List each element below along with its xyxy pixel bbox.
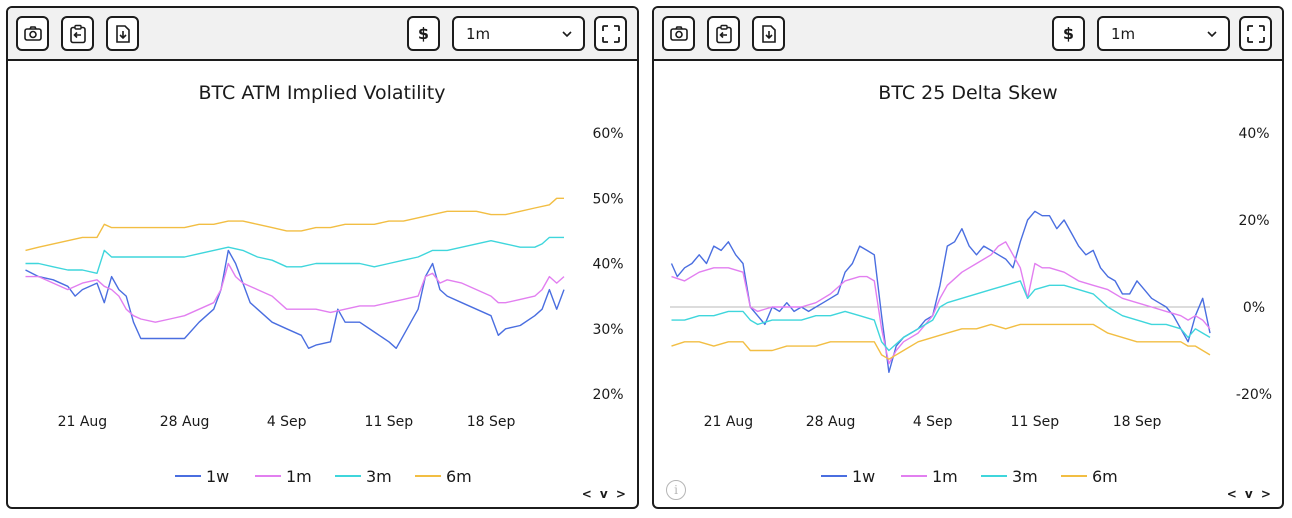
legend-label-3m: 3m <box>366 467 392 486</box>
x-tick-label: 28 Aug <box>806 414 856 430</box>
x-tick-label: 18 Sep <box>467 414 516 430</box>
camera-icon <box>23 25 42 41</box>
download-button[interactable] <box>106 16 139 51</box>
panel-toolbar: $ 1m <box>654 8 1282 61</box>
chart-title: BTC ATM Implied Volatility <box>199 82 446 104</box>
y-tick-label: 30% <box>592 322 623 338</box>
x-tick-label: 4 Sep <box>913 414 953 430</box>
legend-label-6m: 6m <box>1092 467 1118 486</box>
expand-icon <box>1246 24 1265 43</box>
series-line-3m <box>671 280 1211 352</box>
period-select[interactable]: 1m <box>1097 16 1230 51</box>
panel-toolbar: $ 1m <box>8 8 637 61</box>
camera-icon <box>669 25 688 41</box>
copy-clipboard-button[interactable] <box>61 16 94 51</box>
chart-legend: 1w 1m 3m 6m <box>175 467 472 486</box>
pagination-nav[interactable]: < v > <box>581 487 628 501</box>
pagination-nav[interactable]: < v > <box>1226 487 1273 501</box>
legend-label-6m: 6m <box>446 467 472 486</box>
clipboard-icon <box>69 24 86 43</box>
fullscreen-button[interactable] <box>594 16 627 51</box>
download-button[interactable] <box>752 16 785 51</box>
y-tick-label: 40% <box>1238 126 1269 142</box>
y-tick-label: -20% <box>1236 387 1272 403</box>
info-icon[interactable]: i <box>666 480 686 500</box>
y-tick-label: 40% <box>592 257 623 273</box>
chart-title: BTC 25 Delta Skew <box>878 82 1057 104</box>
chart-panel-delta-skew: $ 1m BTC 25 Delta Skew 40% 20% 0% -20% 21 Aug… <box>652 6 1284 509</box>
y-tick-label: 20% <box>592 387 623 403</box>
x-tick-label: 11 Sep <box>365 414 414 430</box>
fullscreen-button[interactable] <box>1239 16 1272 51</box>
download-icon <box>761 24 776 43</box>
y-tick-label: 20% <box>1238 213 1269 229</box>
x-tick-label: 21 Aug <box>704 414 754 430</box>
chevron-down-icon <box>1207 31 1217 38</box>
series-line-3m <box>25 236 564 275</box>
series-line-6m <box>25 197 564 252</box>
screenshot-button[interactable] <box>16 16 49 51</box>
period-select-value: 1m <box>466 25 491 43</box>
y-tick-label: 50% <box>592 191 623 207</box>
legend-label-1m: 1m <box>286 467 312 486</box>
y-tick-label: 60% <box>592 126 623 142</box>
delta-skew-chart: BTC 25 Delta Skew 40% 20% 0% -20% 21 Aug 28 Au… <box>670 82 1272 486</box>
legend-label-1w: 1w <box>206 467 229 486</box>
clipboard-icon <box>715 24 732 43</box>
currency-button[interactable]: $ <box>407 16 440 51</box>
series-line-1m <box>25 262 565 323</box>
expand-icon <box>601 24 620 43</box>
currency-button[interactable]: $ <box>1052 16 1085 51</box>
series-line-1w <box>25 249 565 349</box>
chevron-down-icon <box>562 31 572 38</box>
x-tick-label: 18 Sep <box>1113 414 1162 430</box>
implied-volatility-chart: BTC ATM Implied Volatility 60% 50% 40% 30% 20… <box>25 82 624 486</box>
period-select-value: 1m <box>1111 25 1136 43</box>
x-tick-label: 4 Sep <box>267 414 307 430</box>
copy-clipboard-button[interactable] <box>707 16 740 51</box>
x-tick-label: 28 Aug <box>160 414 210 430</box>
period-select[interactable]: 1m <box>452 16 585 51</box>
series-line-6m <box>671 323 1211 360</box>
download-icon <box>115 24 130 43</box>
x-tick-label: 11 Sep <box>1011 414 1060 430</box>
chart-panel-implied-volatility: $ 1m BTC ATM Implied Volatility 60% 50% 40%… <box>6 6 639 509</box>
legend-label-1m: 1m <box>932 467 958 486</box>
screenshot-button[interactable] <box>662 16 695 51</box>
series-line-1m <box>671 241 1211 365</box>
x-tick-label: 21 Aug <box>58 414 108 430</box>
y-tick-label: 0% <box>1243 300 1265 316</box>
chart-legend: 1w 1m 3m 6m <box>821 467 1118 486</box>
legend-label-1w: 1w <box>852 467 875 486</box>
legend-label-3m: 3m <box>1012 467 1038 486</box>
series-line-1w <box>670 210 1211 373</box>
